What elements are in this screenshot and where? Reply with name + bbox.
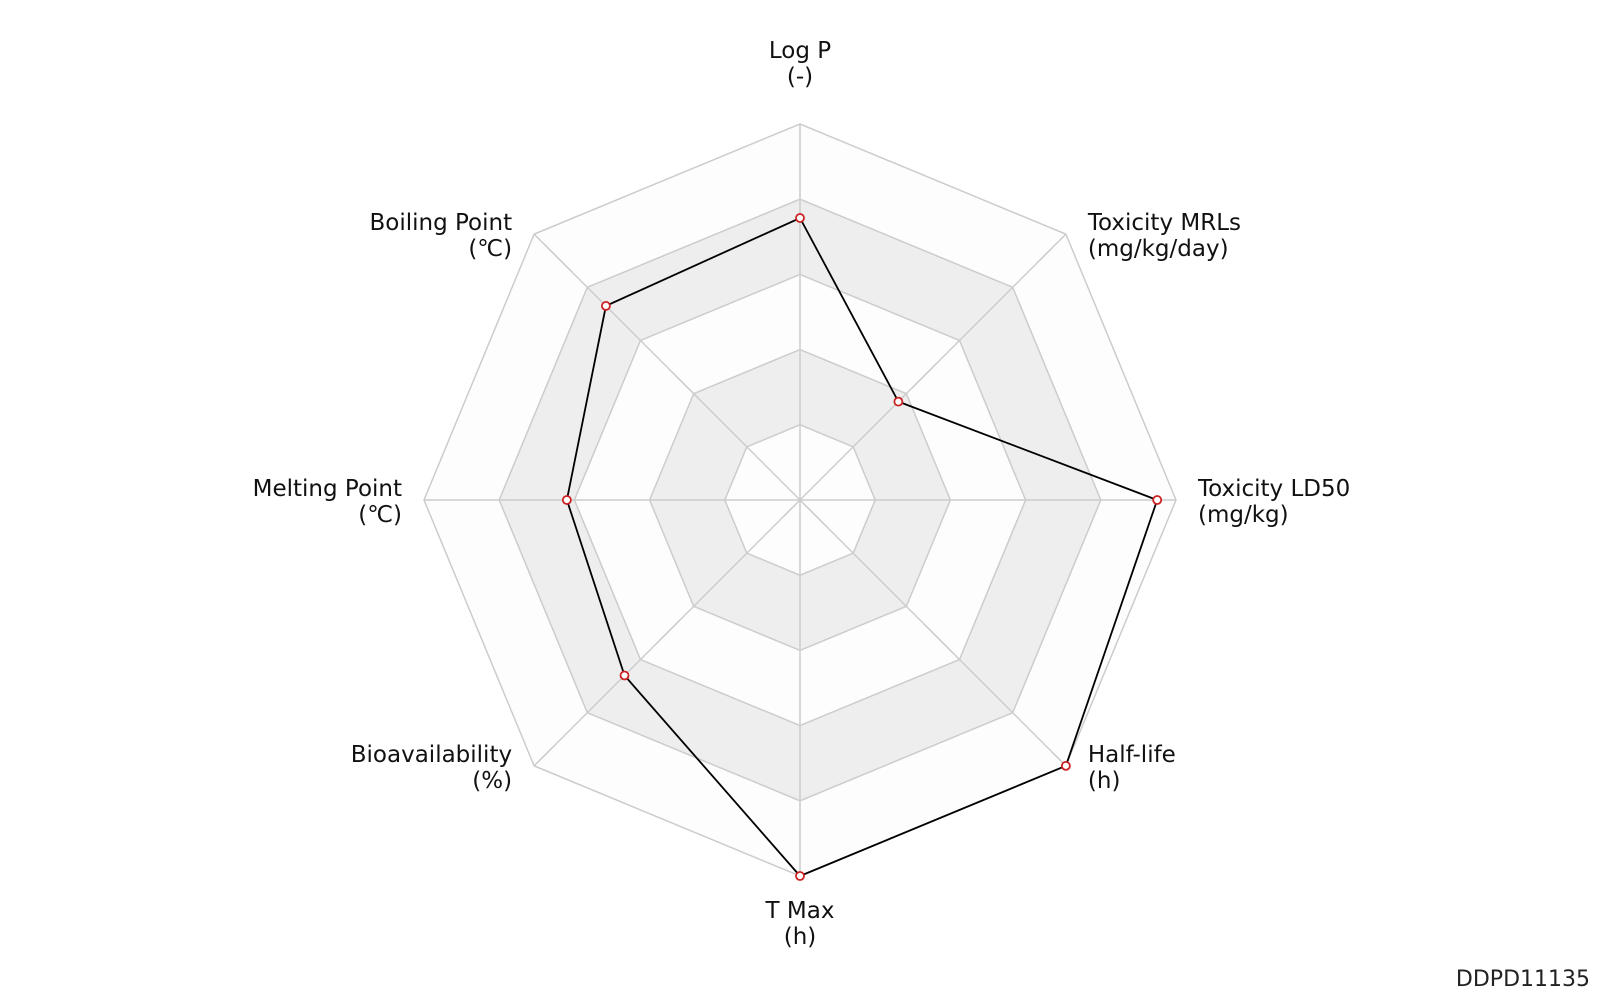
axis-label: Boiling Point (℃) <box>369 210 512 262</box>
axis-label: Half-life (h) <box>1088 742 1176 794</box>
axis-spoke <box>799 499 1067 767</box>
radar-series <box>561 213 1163 881</box>
data-point <box>795 871 805 881</box>
axis-spoke <box>533 499 801 767</box>
axis-label: Melting Point (℃) <box>253 476 402 528</box>
axis-label-name: Toxicity LD50 <box>1197 476 1350 502</box>
axis-label-unit: (-) <box>787 64 813 90</box>
axis-label-name: Melting Point <box>253 476 402 502</box>
axis-labels: Log P (-)Toxicity MRLs (mg/kg/day)Toxicity… <box>253 38 1351 950</box>
axis-label-name: Log P <box>769 38 831 64</box>
axis-label-name: Toxicity MRLs <box>1087 210 1241 236</box>
axis-label: Toxicity MRLs (mg/kg/day) <box>1087 210 1241 262</box>
axis-label: T Max (h) <box>765 898 835 950</box>
axis-spoke <box>533 233 801 501</box>
radar-grid <box>424 124 1176 876</box>
axis-label: Log P (-) <box>769 38 831 90</box>
data-point <box>1152 495 1163 505</box>
axis-label: Toxicity LD50 (mg/kg) <box>1197 476 1350 528</box>
axis-label-unit: (mg/kg/day) <box>1088 236 1229 262</box>
axis-label-unit: (%) <box>472 768 512 794</box>
axis-label-name: Boiling Point <box>369 210 512 236</box>
axis-label-name: Bioavailability <box>351 742 512 768</box>
data-point <box>795 213 805 223</box>
axis-label-name: Half-life <box>1088 742 1176 768</box>
axis-label-unit: (℃) <box>358 502 402 528</box>
compound-id: DDPD11135 <box>1455 967 1590 992</box>
data-point <box>561 495 572 505</box>
axis-label: Bioavailability (%) <box>351 742 512 794</box>
data-point <box>893 396 904 407</box>
axis-label-name: T Max <box>765 898 835 924</box>
axis-label-unit: (h) <box>1088 768 1121 794</box>
axis-label-unit: (h) <box>784 924 817 950</box>
data-point <box>1060 760 1071 771</box>
data-point <box>619 670 630 681</box>
data-point <box>601 301 611 311</box>
axis-spoke <box>799 233 1067 501</box>
axis-label-unit: (℃) <box>468 236 512 262</box>
axis-label-unit: (mg/kg) <box>1198 502 1289 528</box>
